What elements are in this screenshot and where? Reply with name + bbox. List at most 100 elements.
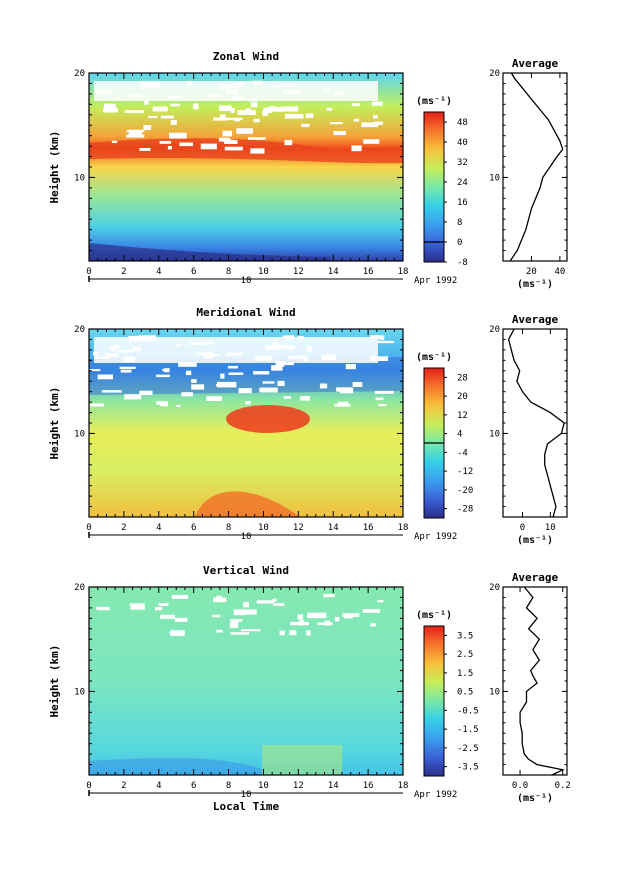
data-gap	[273, 603, 285, 606]
data-gap	[300, 396, 310, 401]
data-gap	[233, 609, 246, 616]
average-x-tick-label: 0	[520, 523, 525, 533]
data-gap	[323, 594, 335, 598]
data-gap	[317, 622, 333, 625]
colorbar-label: 40	[457, 138, 468, 148]
data-gap	[219, 105, 232, 111]
average-x-tick-label: 10	[545, 523, 556, 533]
colorbar-label: 0.5	[457, 688, 473, 698]
x-tick-label: 12	[293, 781, 304, 791]
data-gap	[169, 132, 187, 139]
data-gap	[352, 382, 363, 387]
colorbar-label: -1.5	[457, 725, 479, 735]
average-x-tick-label: 0.2	[555, 781, 571, 791]
data-gap	[305, 113, 314, 118]
colorbar-label: 16	[457, 198, 468, 208]
data-gap	[160, 614, 175, 619]
colorbar-label: 48	[457, 118, 468, 128]
x-tick-label: 10	[258, 781, 269, 791]
y-axis-label: Height (km)	[48, 387, 61, 460]
data-gap	[215, 384, 233, 387]
x-tick-label: 6	[191, 523, 196, 533]
colorbar-unit: (ms⁻¹)	[416, 96, 452, 107]
data-gap	[378, 335, 385, 340]
data-gap	[230, 632, 250, 635]
data-gap	[128, 129, 143, 136]
data-gap	[373, 115, 378, 119]
data-gap	[94, 337, 378, 363]
colorbar-unit: (ms⁻¹)	[416, 352, 452, 363]
data-gap	[250, 148, 265, 154]
colorbar-label: -4	[457, 448, 468, 458]
data-gap	[238, 388, 252, 394]
x-axis-label: Local Time	[213, 800, 280, 813]
average-y-tick-label: 10	[489, 173, 500, 183]
x-tick-label: 16	[363, 267, 374, 277]
data-gap	[239, 609, 257, 615]
date-label: Apr 1992	[414, 532, 457, 542]
colorbar-label: -28	[457, 505, 473, 515]
data-gap	[373, 121, 383, 125]
data-gap	[301, 123, 310, 128]
data-gap	[289, 630, 297, 636]
data-gap	[351, 145, 362, 152]
colorbar-label: 12	[457, 411, 468, 421]
colorbar-label: -2.5	[457, 744, 479, 754]
panel-meridional-wind: Meridional Wind 0 2 4 6 8 10 12 14 16 18 10 20 Height…	[48, 306, 568, 546]
data-gap	[250, 102, 258, 108]
data-gap	[307, 612, 327, 619]
data-gap	[277, 380, 285, 386]
data-gap	[326, 107, 332, 111]
average-profile-line	[519, 586, 565, 776]
colorbar	[423, 111, 445, 263]
y-tick-label: 10	[74, 429, 85, 439]
x-tick-label: 4	[156, 267, 161, 277]
x-tick-label: 2	[121, 523, 126, 533]
data-gap	[375, 397, 384, 401]
data-gap	[276, 362, 294, 366]
x-tick-label: 12	[293, 267, 304, 277]
colorbar-label: 1.5	[457, 669, 473, 679]
average-y-tick-label: 10	[489, 687, 500, 697]
data-gap	[101, 390, 122, 393]
data-gap	[167, 146, 172, 150]
data-gap	[336, 387, 352, 392]
data-gap	[124, 394, 142, 400]
colorbar-label: 3.5	[457, 631, 473, 641]
data-gap	[152, 106, 168, 112]
data-gap	[162, 368, 168, 372]
data-gap	[241, 629, 261, 632]
data-gap	[262, 381, 275, 384]
data-gap	[282, 106, 299, 112]
x-tick-label: 12	[293, 523, 304, 533]
data-gap	[129, 603, 145, 606]
date-marker-label: 10	[241, 790, 252, 800]
data-gap	[334, 617, 340, 622]
data-gap	[206, 396, 222, 401]
data-gap	[319, 383, 328, 389]
data-gap	[156, 401, 166, 405]
data-gap	[353, 118, 360, 122]
data-gap	[290, 621, 309, 626]
data-gap	[237, 110, 256, 115]
data-gap	[230, 619, 243, 622]
data-gap	[159, 140, 172, 144]
average-frame	[502, 72, 568, 262]
colorbar-label: 28	[457, 373, 468, 383]
x-tick-label: 8	[226, 781, 231, 791]
average-y-tick-label: 20	[489, 325, 500, 335]
x-tick-label: 18	[398, 523, 409, 533]
data-gap	[377, 600, 384, 603]
data-gap	[271, 365, 283, 371]
data-gaps	[96, 594, 384, 637]
colorbar-label: -3.5	[457, 763, 479, 773]
data-gap	[111, 140, 118, 143]
colorbar-label: -8	[457, 258, 468, 268]
colorbar-label: 8	[457, 218, 462, 228]
colorbar-label: 20	[457, 392, 468, 402]
average-x-tick-label: 0.0	[512, 781, 528, 791]
y-tick-label: 20	[74, 325, 85, 335]
y-axis-label: Height (km)	[48, 131, 61, 204]
data-gap	[94, 81, 378, 101]
date-label: Apr 1992	[414, 276, 457, 286]
